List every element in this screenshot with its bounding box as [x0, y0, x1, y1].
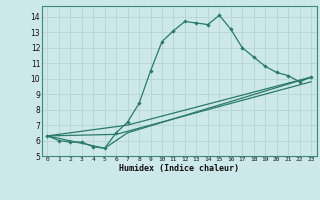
X-axis label: Humidex (Indice chaleur): Humidex (Indice chaleur) [119, 164, 239, 173]
